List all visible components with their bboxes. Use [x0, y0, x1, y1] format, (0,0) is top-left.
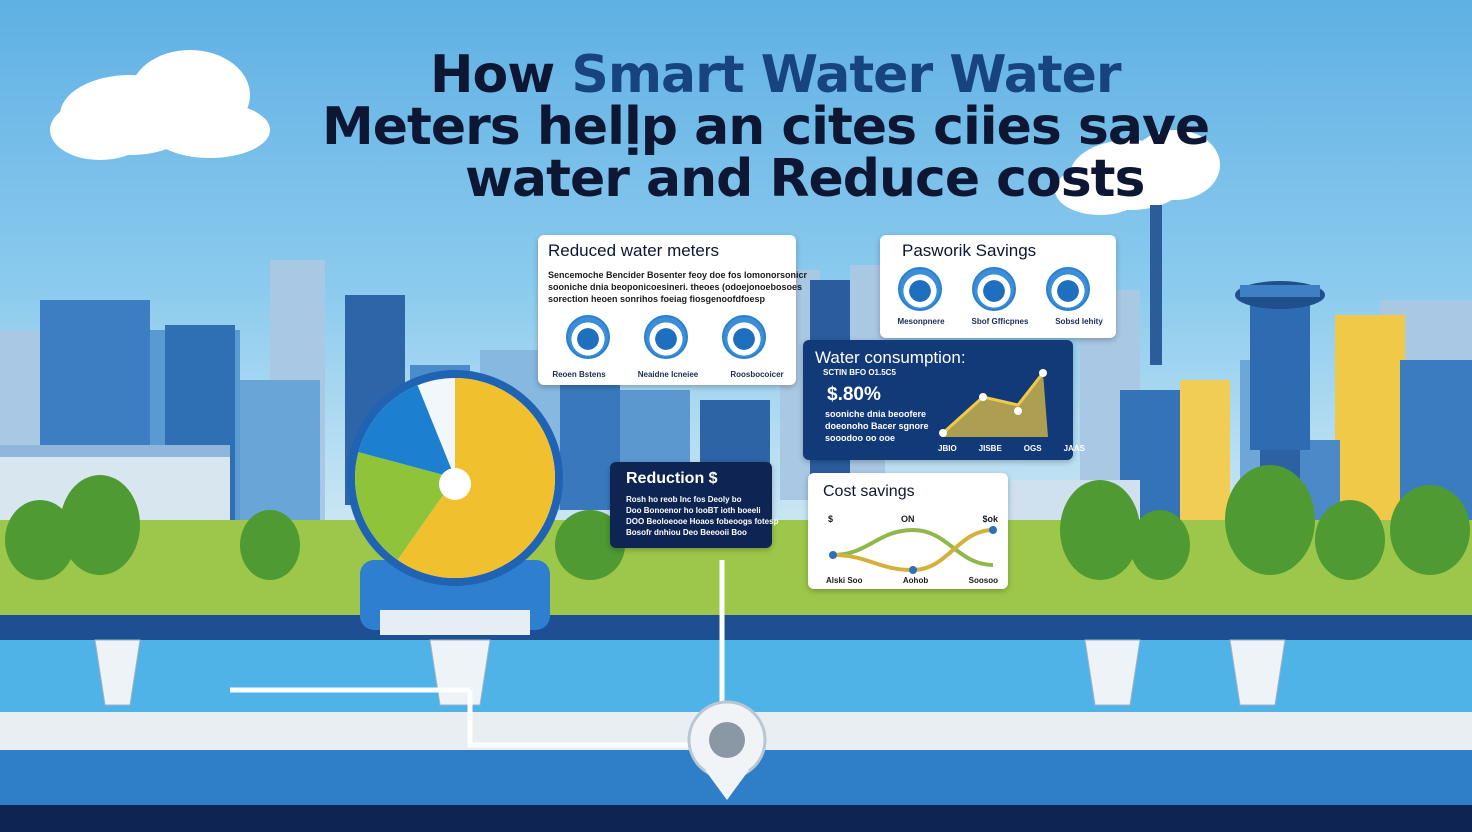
- pasework-icon-labels: Mesonpnere Sbof Gfficpnes Sobsd Iehity: [886, 317, 1114, 326]
- consumption-value: $.80%: [827, 384, 881, 405]
- reduction-text-line: DOO Beoloeooe Hoaos fobeoogs fotesp: [626, 517, 779, 526]
- cloud-right: [1055, 130, 1220, 215]
- icon-label: Mesonpnere: [897, 317, 945, 326]
- axis-tick: JAAS: [1063, 444, 1085, 453]
- cost-top-label: ON: [901, 514, 915, 524]
- cost-wave-chart: [829, 526, 997, 574]
- cloud-left: [50, 50, 270, 160]
- axis-tick: OGS: [1023, 444, 1042, 453]
- consumption-text-line: sooodoo oo ooe: [825, 433, 895, 443]
- consumption-ticks: JBIO JISBE OGS JAAS: [938, 443, 1085, 455]
- consumption-card-title: Water consumption:: [815, 348, 966, 367]
- pasework-card-title: Pasworik Savings: [902, 241, 1037, 260]
- gauge-icon: [898, 267, 942, 311]
- reduction-text: Rosh ho reob Inc fos Deoly bo Doo Bonoen…: [626, 494, 778, 538]
- icon-label: Reoen Bstens: [552, 370, 606, 379]
- icon-label: Neaidne Icneiee: [637, 370, 699, 379]
- reduced-text-line: Sencemoche Bencider Bosenter feoy doe fo…: [548, 270, 808, 280]
- bottom-strip: [0, 805, 1472, 832]
- gauge-segment-yellow: [397, 378, 555, 579]
- icon-label: Sobsd Iehity: [1055, 317, 1103, 326]
- axis-tick: JISBE: [978, 444, 1002, 453]
- reduced-card-text: Sencemoche Bencider Bosenter feoy doe fo…: [548, 269, 807, 305]
- reduced-text-line: sooniche dnia beoponicoesineri. theoes (…: [548, 282, 803, 292]
- consumption-text: sooniche dnia beoofere doeonoho Bacer sg…: [825, 408, 929, 444]
- valve-icon: [687, 700, 767, 800]
- cost-bottom-label: Aohob: [902, 576, 929, 585]
- reduction-card-title: Reduction $: [626, 470, 718, 487]
- icon-label: Sbof Gfficpnes: [971, 317, 1029, 326]
- reduction-text-line: Rosh ho reob Inc fos Deoly bo: [626, 495, 742, 504]
- axis-tick: JBIO: [938, 444, 957, 453]
- water-consumption-card: Water consumption: SCTIN BFO O1.5C5 $.80…: [803, 340, 1085, 460]
- title-line-3: water and Reduce costs: [465, 149, 1145, 209]
- title-line-2: Meters helḷp an cites ciies save: [322, 97, 1210, 157]
- cost-bottom-labels: Alski Soo Aohob Soosoo: [826, 575, 998, 587]
- meter-icon: [644, 315, 688, 359]
- reduced-water-meters-card: Reduced water meters Sencemoche Bencider…: [538, 235, 807, 385]
- reduction-text-line: Bosofr dnhiou Deo Beeooii Boo: [626, 528, 747, 537]
- reduction-text-line: Doo Bonoenor ho IooBT ioth boeeli: [626, 506, 761, 515]
- cost-bottom-label: Alski Soo: [826, 576, 863, 585]
- cost-savings-card: Cost savings $ ON $ok Alski Soo Aohob So…: [808, 473, 1008, 589]
- consumption-text-line: sooniche dnia beoofere: [825, 409, 927, 419]
- title-line-1-accent: Smart Water Water: [571, 45, 1121, 105]
- title-line-1: How Smart Water Water: [430, 45, 1122, 105]
- clock-icon: [972, 267, 1016, 311]
- walkway: [0, 615, 1472, 640]
- trees: [5, 465, 1470, 580]
- cost-top-label: $: [828, 514, 834, 524]
- consumption-text-line: doeonoho Bacer sgnore: [825, 421, 929, 431]
- pasework-savings-card: Pasworik Savings Mesonpnere Sbof Gfficpn…: [880, 235, 1116, 338]
- reduction-card: Reduction $ Rosh ho reob Inc fos Deoly b…: [610, 462, 778, 548]
- icon-label: Roosbocoicer: [730, 370, 784, 379]
- reduced-icon-labels: Reoen Bstens Neaidne Icneiee Roosbocoice…: [544, 370, 792, 379]
- meter-gauge: [354, 378, 555, 579]
- reduced-text-line: sorection heoen sonrihos foeiag fiosgeno…: [548, 294, 766, 304]
- leaf-icon: [722, 315, 766, 359]
- cost-top-label: $ok: [982, 514, 998, 524]
- water-drop-icon: [566, 315, 610, 359]
- consumption-subtitle: SCTIN BFO O1.5C5: [823, 368, 896, 377]
- reduced-icon-row: [566, 315, 766, 359]
- cost-bottom-label: Soosoo: [968, 576, 998, 585]
- reduced-card-title: Reduced water meters: [548, 241, 720, 260]
- pipes: [230, 560, 725, 748]
- cost-card-title: Cost savings: [823, 483, 915, 500]
- dollar-icon: [1046, 267, 1090, 311]
- pasework-icon-row: [898, 267, 1090, 311]
- gauge-segment-green: [354, 452, 455, 560]
- gauge-segment-blue: [358, 385, 455, 478]
- title-line-1-prefix: How: [430, 45, 572, 105]
- consumption-line-graph: [939, 369, 1048, 437]
- cost-top-labels: $ ON $ok: [828, 513, 998, 525]
